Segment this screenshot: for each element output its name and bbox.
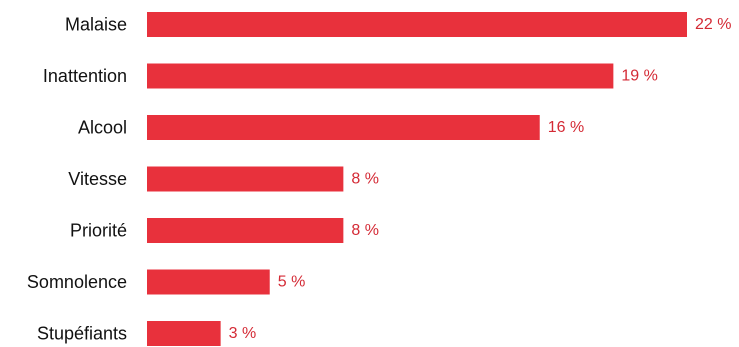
bar [147, 321, 221, 346]
bars-group: Malaise 22 % Inattention 19 % Alcool 16 % Vite… [27, 12, 731, 346]
category-label: Malaise [65, 15, 127, 35]
category-label: Priorité [70, 221, 127, 241]
bar [147, 166, 344, 192]
category-label: Stupéfiants [37, 324, 127, 344]
bar [147, 269, 270, 295]
bar [147, 12, 687, 37]
value-label: 19 % [621, 68, 657, 85]
category-label: Inattention [43, 66, 127, 86]
bar [147, 63, 614, 89]
value-label: 8 % [351, 171, 379, 188]
category-label: Alcool [78, 118, 127, 138]
value-label: 16 % [548, 119, 584, 136]
bar [147, 218, 344, 243]
value-label: 5 % [278, 274, 306, 291]
value-label: 22 % [695, 16, 731, 33]
bar [147, 115, 540, 140]
category-label: Vitesse [68, 169, 127, 189]
value-label: 8 % [351, 222, 379, 239]
value-label: 3 % [229, 325, 257, 342]
category-label: Somnolence [27, 272, 127, 292]
